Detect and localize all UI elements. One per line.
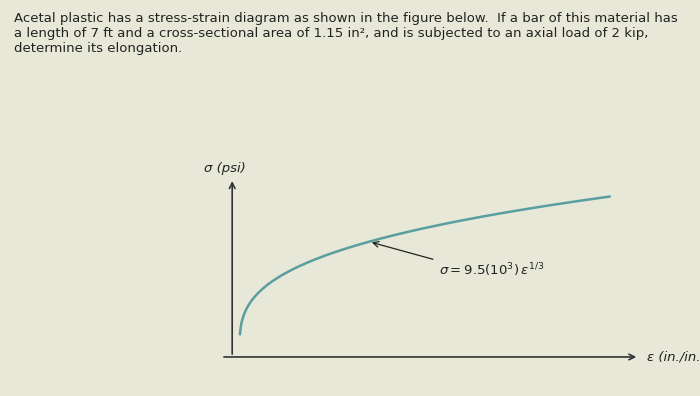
Text: $\sigma = 9.5(10^3)\,\varepsilon^{1/3}$: $\sigma = 9.5(10^3)\,\varepsilon^{1/3}$ (440, 261, 545, 279)
Text: ε (in./in.): ε (in./in.) (647, 350, 700, 364)
Text: σ (psi): σ (psi) (204, 162, 246, 175)
Text: Acetal plastic has a stress-strain diagram as shown in the figure below.  If a b: Acetal plastic has a stress-strain diagr… (14, 12, 678, 55)
